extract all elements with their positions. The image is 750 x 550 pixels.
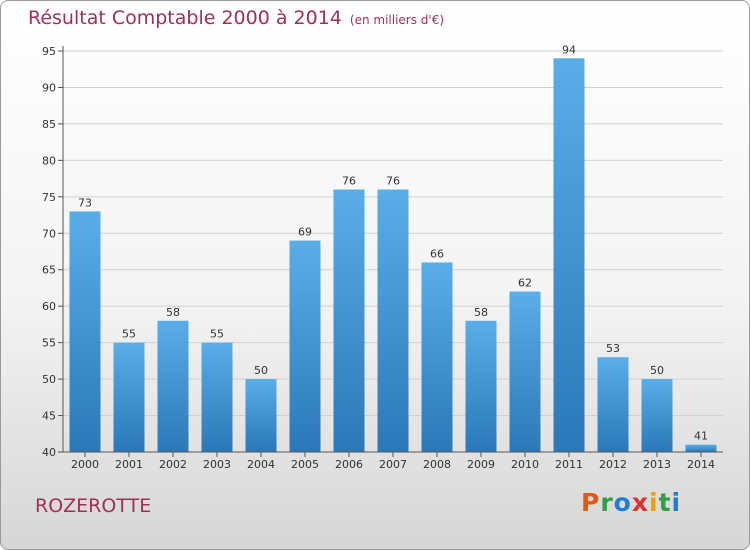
y-tick-label: 85 [42,118,56,131]
bar [113,342,145,452]
bar [465,320,497,452]
chart-title: Résultat Comptable 2000 à 2014 (en millie… [28,7,445,29]
y-tick-label: 50 [42,373,56,386]
bar [201,342,233,452]
x-tick-label: 2003 [203,458,231,471]
logo-letter: t [658,488,672,517]
logo-letter: r [600,488,614,517]
x-tick-label: 2010 [511,458,539,471]
data-label: 58 [166,306,180,319]
y-tick-label: 55 [42,337,56,350]
x-tick-label: 2006 [335,458,363,471]
bar [157,320,189,452]
bar [377,189,409,452]
x-tick-label: 2011 [555,458,583,471]
bar [641,379,673,452]
data-label: 66 [430,247,444,260]
y-tick-label: 75 [42,191,56,204]
data-label: 62 [518,277,532,290]
y-tick-label: 65 [42,264,56,277]
logo-letter: P [581,488,601,517]
data-label: 50 [650,364,664,377]
logo-letter: o [613,488,632,517]
bar [245,379,277,452]
data-label: 76 [386,175,400,188]
bar [509,291,541,452]
x-tick-label: 2000 [71,458,99,471]
y-tick-label: 70 [42,227,56,240]
x-tick-label: 2001 [115,458,143,471]
chart-subtitle: (en milliers d'€) [349,13,445,27]
bar [333,189,365,452]
bar [685,444,717,452]
data-label: 76 [342,175,356,188]
y-tick-label: 45 [42,410,56,423]
y-tick-label: 90 [42,81,56,94]
bar [289,240,321,452]
y-tick-label: 60 [42,300,56,313]
logo-letter: x [631,488,649,517]
logo-letter: i [649,488,659,517]
x-tick-label: 2009 [467,458,495,471]
x-tick-label: 2002 [159,458,187,471]
data-label: 69 [298,226,312,239]
y-tick-label: 40 [42,446,56,459]
place-name: ROZEROTTE [35,495,152,517]
data-label: 55 [122,328,136,341]
y-tick-label: 95 [42,45,56,58]
data-label: 94 [562,43,576,56]
x-tick-label: 2004 [247,458,275,471]
bar [597,357,629,452]
x-tick-label: 2007 [379,458,407,471]
data-label: 55 [210,328,224,341]
y-tick-label: 80 [42,154,56,167]
bar [553,58,585,453]
data-label: 50 [254,364,268,377]
x-tick-label: 2005 [291,458,319,471]
data-label: 73 [78,196,92,209]
proxiti-logo: Proxiti [581,488,681,517]
x-tick-label: 2012 [599,458,627,471]
bar [69,211,101,452]
x-tick-label: 2014 [687,458,715,471]
data-label: 58 [474,306,488,319]
data-label: 41 [694,430,708,443]
logo-letter: i [671,488,682,517]
x-tick-label: 2008 [423,458,451,471]
bar [421,262,453,452]
data-label: 53 [606,342,620,355]
x-tick-label: 2013 [643,458,671,471]
